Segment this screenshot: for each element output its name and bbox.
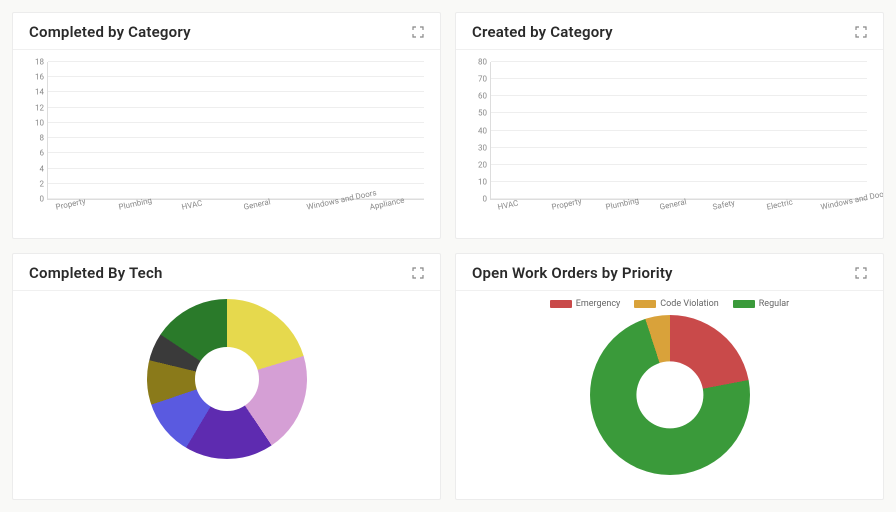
card-header: Completed By Tech	[13, 254, 440, 291]
card-body	[13, 291, 440, 499]
card-header: Open Work Orders by Priority	[456, 254, 883, 291]
legend-item: Regular	[733, 299, 789, 309]
legend-label: Code Violation	[660, 299, 718, 309]
card-created-category: Created by Category 0 10 20 30 40 50 60 70 80 HVA…	[455, 12, 884, 239]
legend-swatch	[733, 300, 755, 308]
card-title: Completed by Category	[29, 23, 191, 41]
y-tick-label: 0	[24, 195, 48, 204]
x-tick-label: Safety	[711, 194, 736, 211]
y-tick-label: 20	[467, 160, 491, 169]
card-header: Created by Category	[456, 13, 883, 50]
legend-label: Emergency	[576, 299, 621, 309]
card-body: 0 2 4 6 8 10 12 14 16 18 Property Plumbing HVAC Gener…	[13, 50, 440, 238]
legend-item: Code Violation	[634, 299, 718, 309]
donut-wrap: Emergency Code Violation Regular	[466, 299, 873, 489]
y-tick-label: 8	[24, 134, 48, 143]
bar-chart-completed-category: 0 2 4 6 8 10 12 14 16 18 Property Plumbing HVAC Gener…	[23, 58, 430, 228]
card-title: Open Work Orders by Priority	[472, 264, 673, 282]
y-tick-label: 18	[24, 58, 48, 67]
x-tick-label: General	[242, 193, 271, 211]
y-tick-label: 2	[24, 179, 48, 188]
legend-label: Regular	[759, 299, 789, 309]
x-tick-label: Windows and Doors	[305, 184, 377, 212]
x-tick-label: General	[658, 193, 687, 211]
y-tick-label: 10	[24, 118, 48, 127]
x-tick-label: HVAC	[496, 195, 519, 212]
expand-icon[interactable]	[855, 267, 867, 279]
bar-chart-created-category: 0 10 20 30 40 50 60 70 80 HVAC Property Plumbing Gen…	[466, 58, 873, 228]
legend-item: Emergency	[550, 299, 621, 309]
x-tick-label: HVAC	[180, 195, 203, 212]
x-tick-label: Plumbing	[117, 192, 153, 212]
donut-chart-open-priority	[590, 315, 750, 475]
y-tick-label: 30	[467, 143, 491, 152]
card-body: Emergency Code Violation Regular	[456, 291, 883, 499]
donut-hole	[195, 347, 259, 411]
card-open-priority: Open Work Orders by Priority Emergency Co…	[455, 253, 884, 500]
donut-chart-completed-tech	[147, 299, 307, 459]
y-tick-label: 40	[467, 126, 491, 135]
donut-wrap	[23, 299, 430, 489]
y-tick-label: 4	[24, 164, 48, 173]
x-tick-label: Electric	[765, 194, 794, 212]
legend-swatch	[550, 300, 572, 308]
y-tick-label: 50	[467, 109, 491, 118]
y-tick-label: 6	[24, 149, 48, 158]
legend-swatch	[634, 300, 656, 308]
y-tick-label: 80	[467, 58, 491, 67]
expand-icon[interactable]	[412, 26, 424, 38]
y-tick-label: 16	[24, 73, 48, 82]
expand-icon[interactable]	[855, 26, 867, 38]
card-body: 0 10 20 30 40 50 60 70 80 HVAC Property Plumbing Gen…	[456, 50, 883, 238]
y-tick-label: 70	[467, 75, 491, 84]
card-completed-tech: Completed By Tech	[12, 253, 441, 500]
card-title: Completed By Tech	[29, 264, 163, 282]
dashboard-grid: Completed by Category 0 2 4 6 8 10 12 14 16 18 Pro…	[12, 12, 884, 500]
card-title: Created by Category	[472, 23, 613, 41]
y-tick-label: 60	[467, 92, 491, 101]
y-tick-label: 12	[24, 103, 48, 112]
x-tick-label: Windows and Doors	[819, 184, 884, 212]
y-tick-label: 10	[467, 177, 491, 186]
x-tick-label: Property	[54, 193, 86, 212]
x-tick-label: Property	[550, 193, 582, 212]
x-tick-label: Plumbing	[604, 192, 640, 212]
card-header: Completed by Category	[13, 13, 440, 50]
legend: Emergency Code Violation Regular	[550, 299, 789, 309]
card-completed-category: Completed by Category 0 2 4 6 8 10 12 14 16 18 Pro…	[12, 12, 441, 239]
y-tick-label: 14	[24, 88, 48, 97]
y-tick-label: 0	[467, 195, 491, 204]
donut-hole	[636, 361, 703, 428]
expand-icon[interactable]	[412, 267, 424, 279]
